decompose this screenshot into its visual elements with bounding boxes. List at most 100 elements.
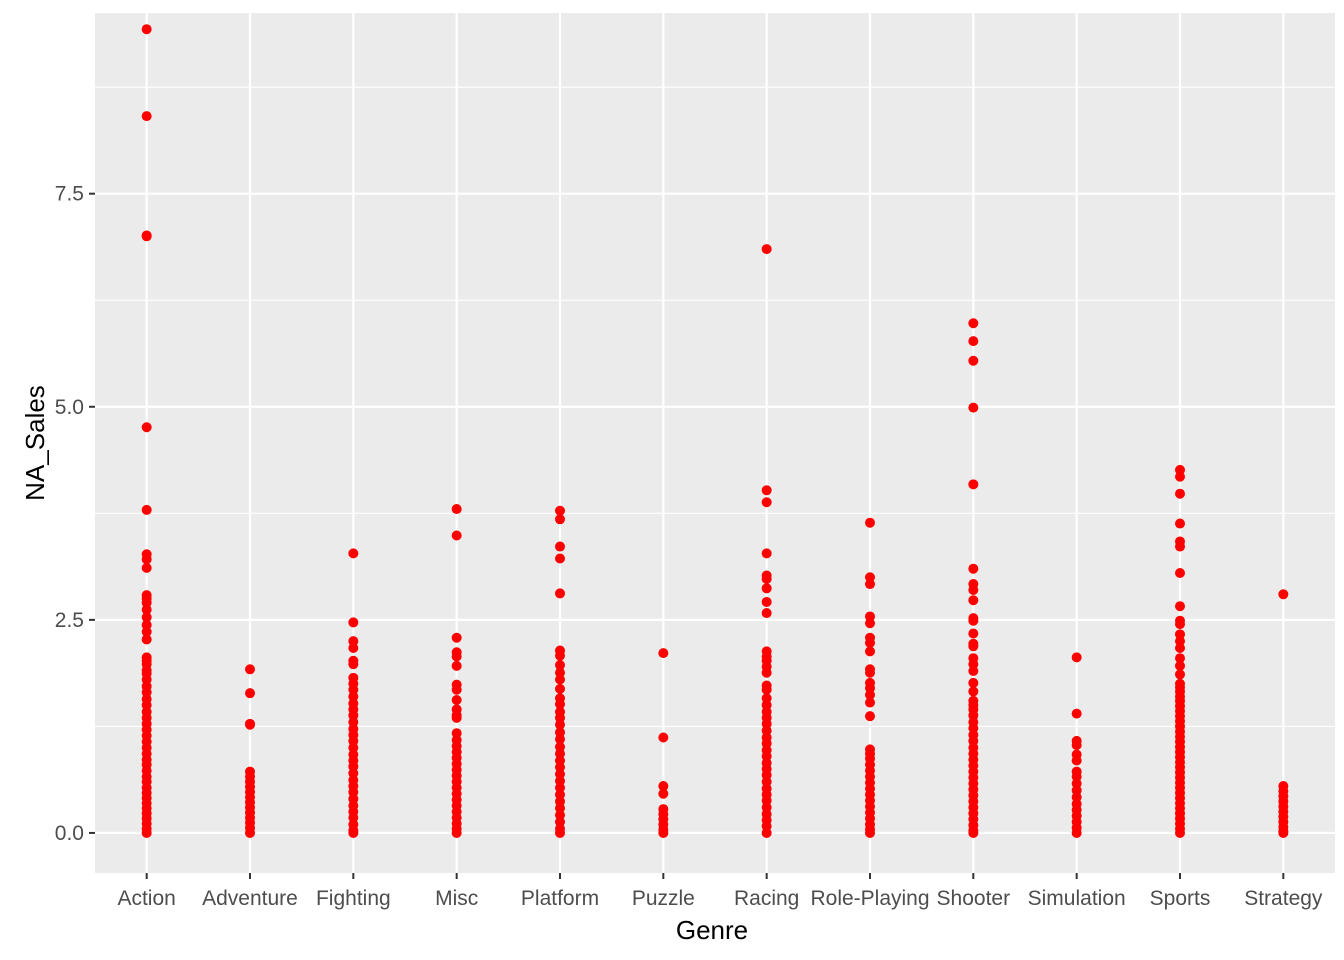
- data-point: [1071, 652, 1082, 663]
- y-tick-label: 5.0: [55, 396, 84, 419]
- x-tick-label: Role-Playing: [810, 887, 929, 910]
- data-point: [348, 548, 359, 559]
- data-point: [658, 648, 669, 659]
- data-point: [141, 612, 152, 623]
- data-point: [1278, 589, 1289, 600]
- x-tick-label: Misc: [435, 887, 478, 910]
- data-point: [141, 626, 152, 637]
- data-point: [658, 788, 669, 799]
- data-point: [1071, 708, 1082, 719]
- data-point: [1071, 827, 1082, 838]
- data-point: [348, 642, 359, 653]
- data-point: [1175, 827, 1185, 838]
- data-point: [141, 24, 152, 35]
- data-point: [141, 111, 152, 122]
- data-point: [555, 650, 565, 661]
- x-tick-label: Strategy: [1244, 887, 1323, 910]
- data-point: [1175, 518, 1185, 529]
- data-point: [865, 517, 875, 528]
- data-point: [968, 336, 979, 347]
- data-point: [1175, 669, 1185, 680]
- data-point: [968, 595, 979, 606]
- data-point: [451, 632, 462, 643]
- data-point: [865, 689, 875, 700]
- data-point: [865, 579, 875, 590]
- data-point: [865, 667, 875, 678]
- data-point: [141, 562, 152, 573]
- x-axis-title: Genre: [676, 915, 748, 945]
- data-point: [761, 573, 772, 584]
- data-point: [968, 402, 979, 413]
- x-tick-label: Puzzle: [632, 887, 695, 910]
- minor-gridlines: [95, 86, 1335, 727]
- data-point: [761, 608, 772, 619]
- data-point: [141, 634, 152, 645]
- data-point: [245, 688, 255, 699]
- data-points: [141, 24, 1289, 838]
- data-point: [555, 699, 565, 710]
- data-point: [555, 683, 565, 694]
- data-point: [968, 628, 979, 639]
- data-point: [555, 827, 565, 838]
- data-point: [761, 684, 772, 695]
- x-tick-label: Platform: [521, 887, 599, 910]
- data-point: [141, 504, 152, 515]
- plot-panel: [95, 13, 1335, 873]
- data-point: [555, 734, 565, 745]
- data-point: [141, 231, 152, 242]
- x-tick-label: Adventure: [202, 887, 298, 910]
- x-tick-label: Fighting: [316, 887, 391, 910]
- data-point: [968, 585, 979, 596]
- data-point: [555, 719, 565, 730]
- data-point: [348, 827, 359, 838]
- data-point: [761, 583, 772, 594]
- data-point: [968, 563, 979, 574]
- data-point: [761, 827, 772, 838]
- x-tick-label: Shooter: [937, 887, 1011, 910]
- data-point: [141, 827, 152, 838]
- data-point: [865, 711, 875, 722]
- x-tick-label: Simulation: [1028, 887, 1126, 910]
- data-point: [451, 651, 462, 662]
- data-point: [1175, 619, 1185, 630]
- y-tick-label: 2.5: [55, 609, 84, 632]
- data-point: [865, 697, 875, 708]
- y-tick-label: 0.0: [55, 822, 84, 845]
- data-point: [1071, 740, 1082, 751]
- data-point: [1175, 601, 1185, 612]
- x-tick-label: Action: [117, 887, 175, 910]
- data-point: [761, 667, 772, 678]
- data-point: [1175, 541, 1185, 552]
- data-point: [968, 355, 979, 366]
- data-point: [1175, 653, 1185, 664]
- data-point: [451, 827, 462, 838]
- data-point: [141, 604, 152, 615]
- data-point: [555, 660, 565, 671]
- data-point: [1278, 827, 1289, 838]
- data-point: [658, 781, 669, 792]
- data-point: [348, 617, 359, 628]
- data-point: [348, 659, 359, 670]
- data-point: [555, 674, 565, 685]
- data-point: [968, 615, 979, 626]
- data-point: [761, 485, 772, 496]
- data-point: [141, 422, 152, 433]
- data-point: [555, 541, 565, 552]
- data-point: [555, 553, 565, 564]
- data-point: [1071, 755, 1082, 766]
- data-point: [451, 694, 462, 705]
- data-point: [451, 504, 462, 515]
- data-point: [968, 827, 979, 838]
- data-point: [968, 665, 979, 676]
- data-point: [761, 244, 772, 255]
- data-point: [1175, 660, 1185, 671]
- data-point: [555, 505, 565, 516]
- y-tick-label: 7.5: [55, 183, 84, 206]
- data-point: [761, 497, 772, 508]
- data-point: [968, 641, 979, 652]
- y-axis-title: NA_Sales: [20, 385, 50, 501]
- data-point: [865, 637, 875, 648]
- data-point: [451, 684, 462, 695]
- data-point: [1175, 488, 1185, 499]
